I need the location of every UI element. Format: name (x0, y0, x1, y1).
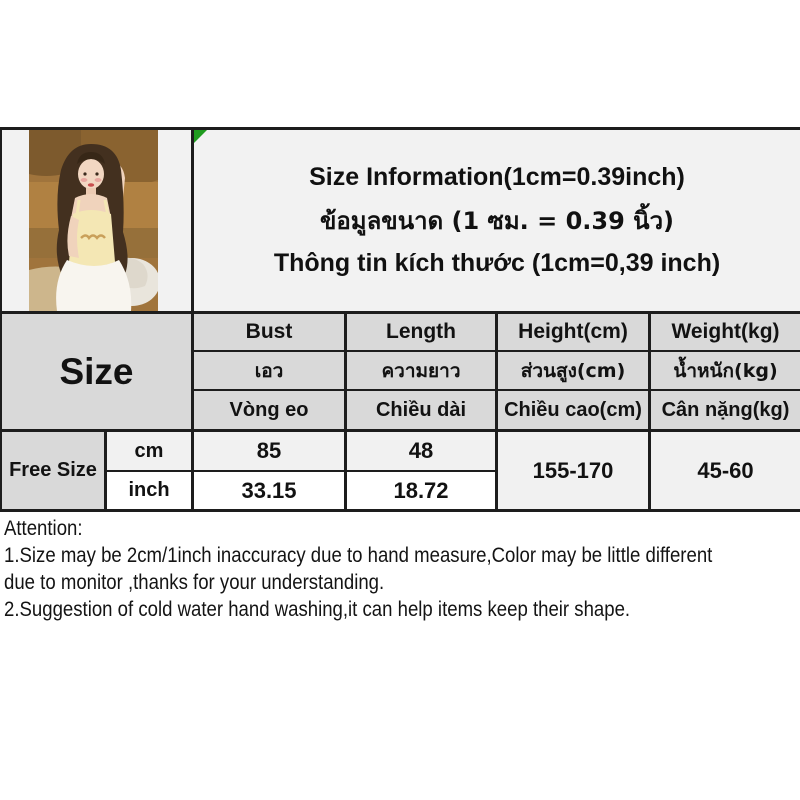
title-vietnamese: Thông tin kích thước (1cm=0,39 inch) (273, 249, 721, 277)
header-height-th: ส่วนสูง(cm) (498, 352, 648, 389)
table-border-line (0, 311, 800, 314)
header-height-vi: Chiều cao(cm) (498, 391, 648, 429)
table-border-line (0, 429, 800, 432)
header-weight-en: Weight(kg) (651, 314, 800, 350)
bust-cm-value: 85 (194, 432, 344, 470)
table-border-line (191, 127, 194, 512)
table-border-line (104, 429, 107, 512)
unit-inch-cell: inch (107, 472, 191, 509)
unit-cm-cell: cm (107, 432, 191, 470)
table-border-line (0, 127, 2, 512)
attention-notes: Attention: 1.Size may be 2cm/1inch inacc… (4, 515, 800, 623)
header-length-en: Length (347, 314, 495, 350)
free-size-label-cell: Free Size (2, 432, 104, 509)
height-range-value: 155-170 (498, 432, 648, 509)
table-border-line (0, 127, 800, 130)
table-border-line (0, 509, 800, 512)
length-cm-value: 48 (347, 432, 495, 470)
header-bust-en: Bust (194, 314, 344, 350)
table-border-line (495, 311, 498, 512)
table-border-line (648, 311, 651, 512)
model-photo-illustration (29, 130, 160, 311)
title-thai: ข้อมูลขนาด (1 ซม. = 0.39 นิ้ว) (319, 207, 675, 235)
attention-heading: Attention: (4, 517, 83, 540)
length-inch-value: 18.72 (347, 472, 495, 509)
attention-line: due to monitor ,thanks for your understa… (4, 571, 385, 594)
table-border-line (344, 311, 347, 512)
header-length-vi: Chiều dài (347, 391, 495, 429)
attention-line: 2.Suggestion of cold water hand washing,… (4, 598, 631, 621)
size-corner-cell: Size (2, 314, 191, 429)
excel-corner-flag-icon (194, 130, 207, 143)
header-bust-vi: Vòng eo (194, 391, 344, 429)
title-english: Size Information(1cm=0.39inch) (309, 163, 685, 191)
header-weight-th: น้ำหนัก(kg) (651, 352, 800, 389)
header-bust-th: เอว (194, 352, 344, 389)
model-photo (29, 130, 160, 311)
attention-line: 1.Size may be 2cm/1inch inaccuracy due t… (4, 544, 713, 567)
table-border-line (104, 470, 497, 472)
header-height-en: Height(cm) (498, 314, 648, 350)
header-length-th: ความยาว (347, 352, 495, 389)
header-weight-vi: Cân nặng(kg) (651, 391, 800, 429)
bust-inch-value: 33.15 (194, 472, 344, 509)
size-info-title: Size Information(1cm=0.39inch) ข้อมูลขนา… (194, 130, 800, 311)
weight-range-value: 45-60 (651, 432, 800, 509)
